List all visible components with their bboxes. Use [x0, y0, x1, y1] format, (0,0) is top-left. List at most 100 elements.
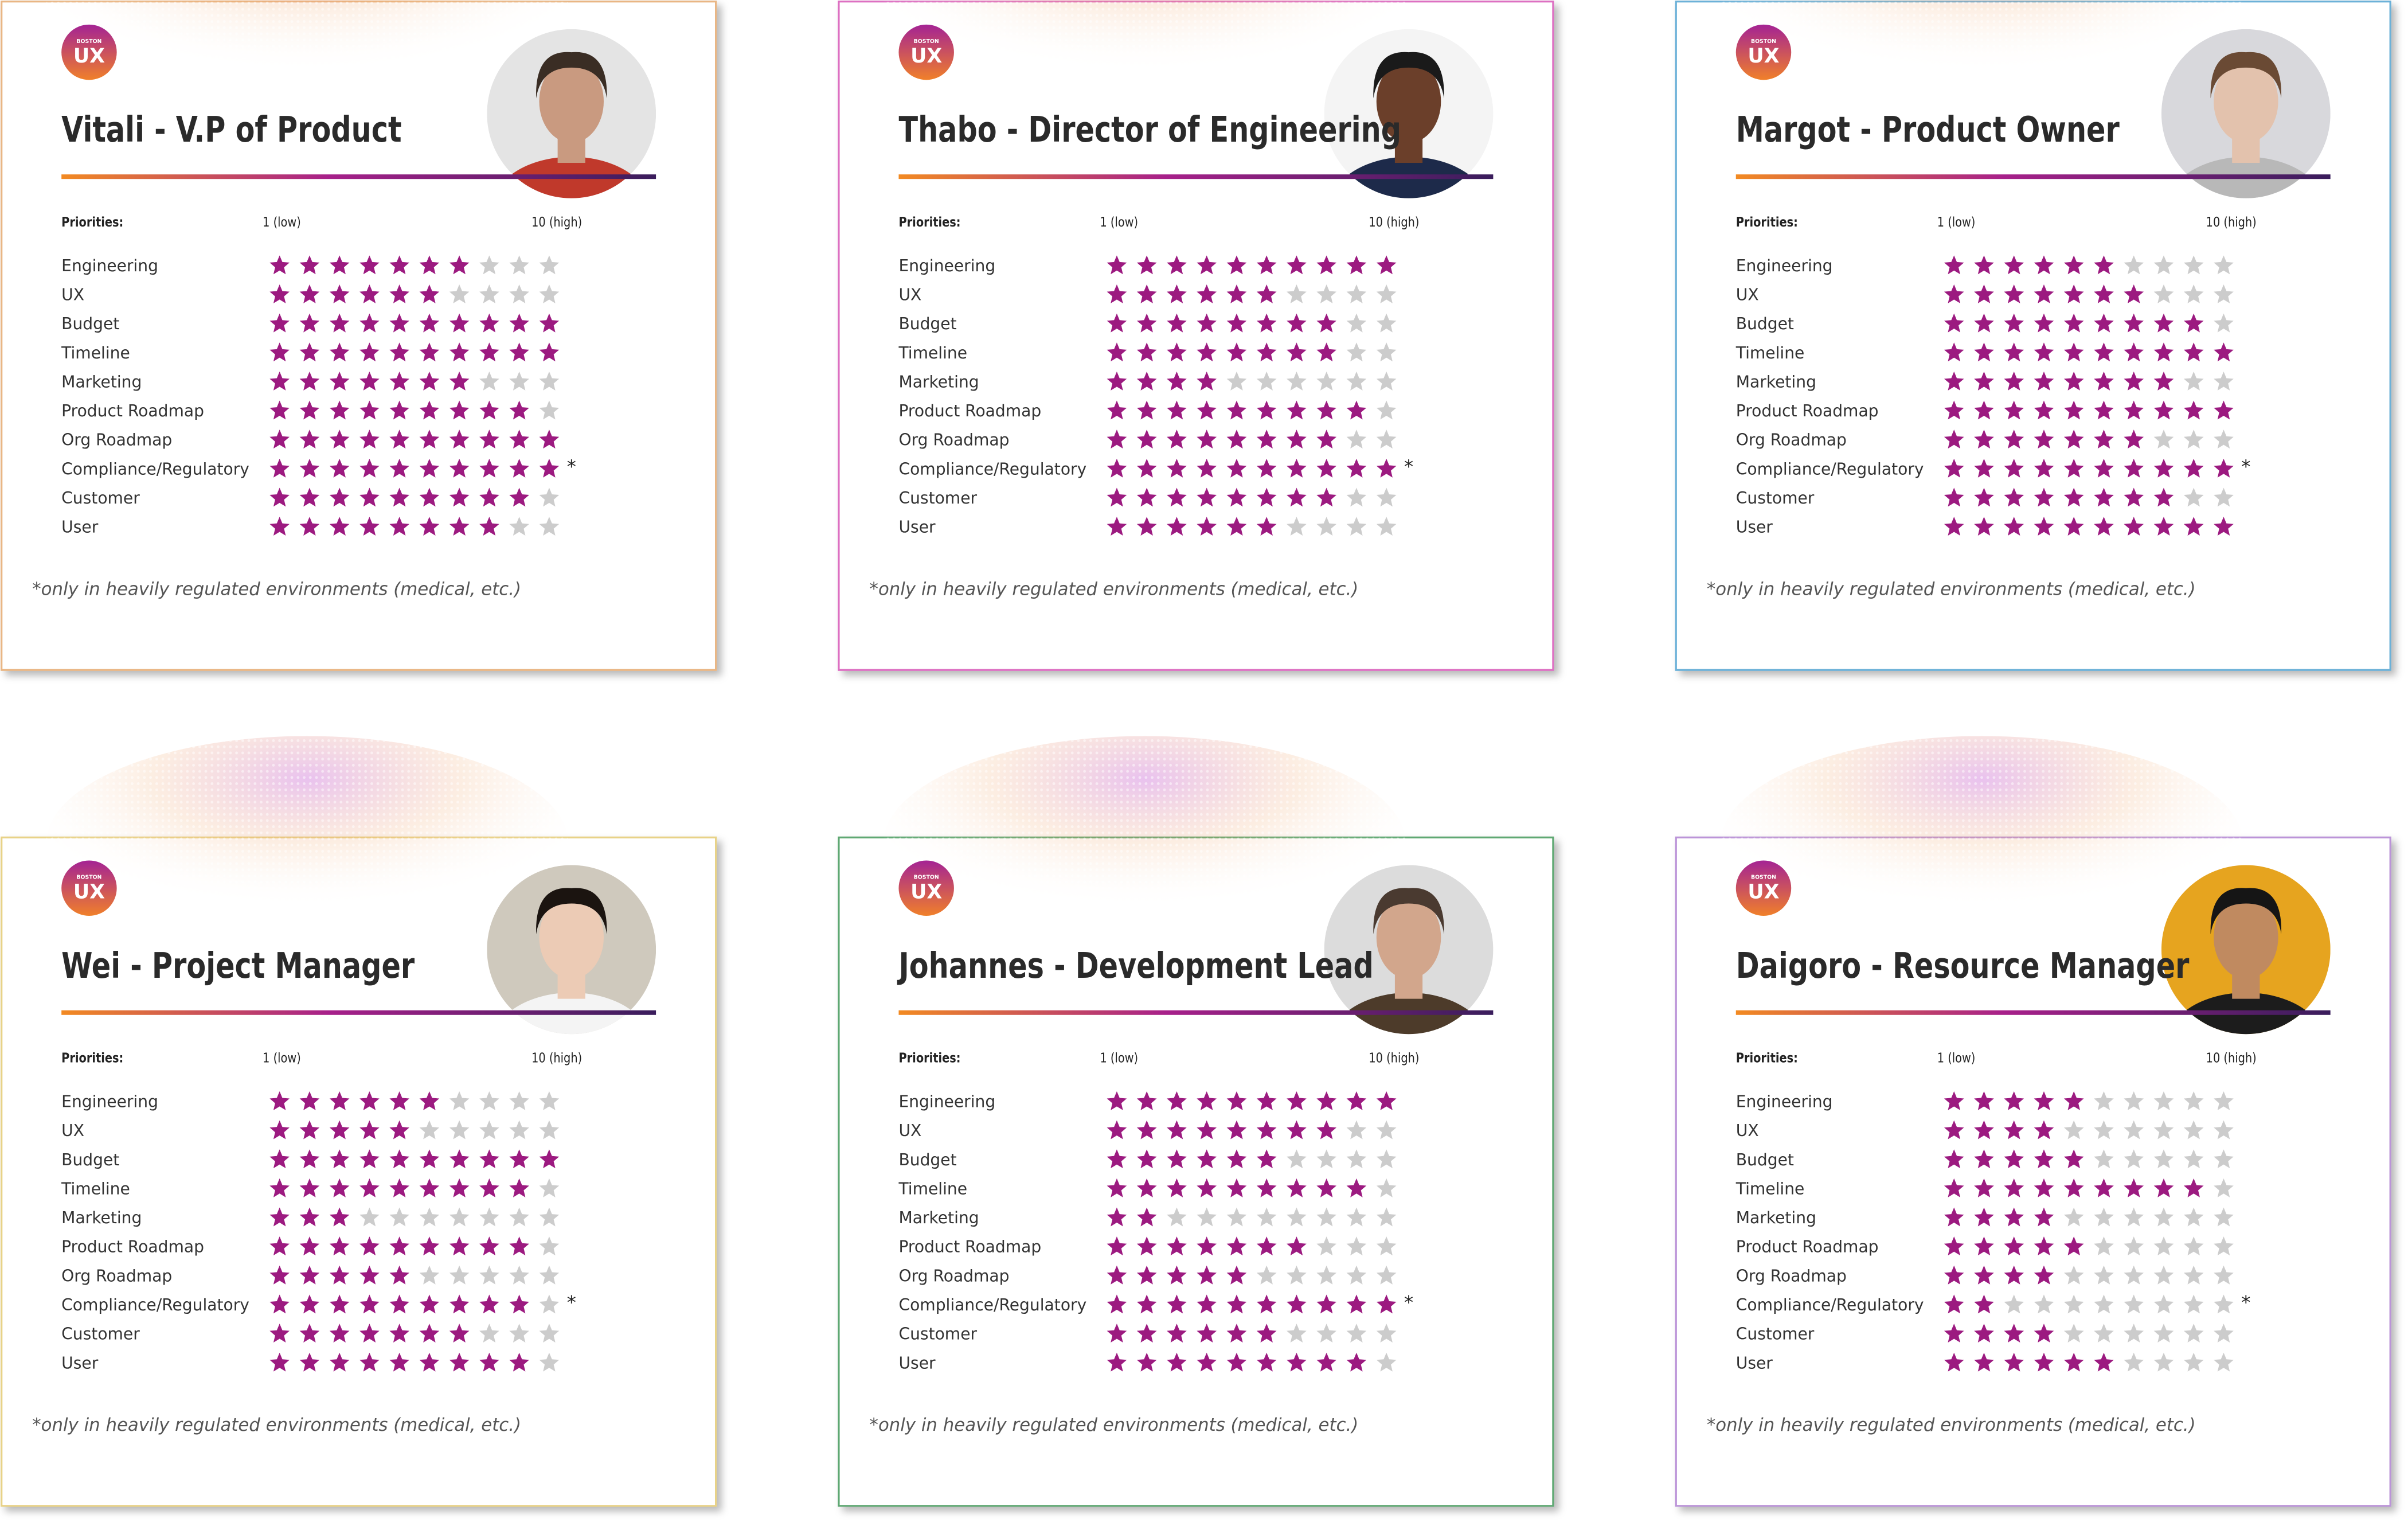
- star: [1287, 1091, 1307, 1110]
- star: [2183, 1265, 2204, 1285]
- star: [2214, 255, 2234, 275]
- star: [2153, 458, 2174, 478]
- star: [2063, 1265, 2084, 1285]
- star: [1346, 313, 1367, 333]
- priority-label: Engineering: [1736, 256, 1833, 275]
- star: [2183, 1352, 2204, 1372]
- star: [479, 1178, 499, 1197]
- star: [1287, 1324, 1307, 1343]
- star: [269, 430, 290, 449]
- star: [2094, 1236, 2114, 1256]
- row-note: *: [1404, 455, 1413, 477]
- star: [1256, 1294, 1277, 1314]
- priority-label: User: [898, 1353, 936, 1372]
- star-rating: [269, 1352, 560, 1372]
- star: [2094, 342, 2114, 362]
- star: [359, 1352, 380, 1372]
- star: [269, 1149, 290, 1169]
- star-rating: [1944, 430, 2234, 449]
- star: [509, 430, 529, 449]
- star: [509, 1324, 529, 1343]
- star: [1167, 1236, 1187, 1256]
- star: [2004, 371, 2024, 391]
- star: [2153, 284, 2174, 303]
- star: [539, 342, 560, 362]
- star-rating: [1107, 458, 1397, 478]
- star: [2153, 1207, 2174, 1227]
- star: [2124, 1120, 2144, 1139]
- star: [539, 458, 560, 478]
- star: [1974, 1149, 1994, 1169]
- star: [2124, 487, 2144, 507]
- star: [1316, 1236, 1337, 1256]
- star: [419, 1120, 440, 1139]
- star: [1346, 400, 1367, 420]
- star: [2183, 1294, 2204, 1314]
- star: [2183, 1178, 2204, 1197]
- star: [2094, 1265, 2114, 1285]
- star: [449, 1324, 470, 1343]
- star: [1376, 1265, 1397, 1285]
- star: [299, 1324, 320, 1343]
- star: [2214, 1207, 2234, 1227]
- star: [1316, 458, 1337, 478]
- star: [1287, 1178, 1307, 1197]
- star: [359, 430, 380, 449]
- star: [1107, 1178, 1127, 1197]
- star: [449, 342, 470, 362]
- star: [2124, 284, 2144, 303]
- star: [1226, 1207, 1247, 1227]
- star-rating: [1944, 371, 2234, 391]
- star: [1346, 430, 1367, 449]
- star-rating: [269, 1149, 560, 1169]
- star: [449, 1207, 470, 1227]
- star: [2063, 487, 2084, 507]
- star: [329, 1207, 350, 1227]
- star: [1287, 371, 1307, 391]
- priority-label: Compliance/Regulatory: [61, 459, 249, 478]
- star: [1974, 1265, 1994, 1285]
- priority-label: Compliance/Regulatory: [1736, 459, 1924, 478]
- star: [299, 1207, 320, 1227]
- star: [509, 487, 529, 507]
- star: [1974, 1120, 1994, 1139]
- card-title: Daigoro - Resource Manager: [1736, 945, 2190, 986]
- star: [2034, 430, 2054, 449]
- star: [1256, 1120, 1277, 1139]
- star: [359, 1149, 380, 1169]
- star: [1107, 400, 1127, 420]
- star: [1944, 342, 1964, 362]
- star: [359, 255, 380, 275]
- star: [2153, 342, 2174, 362]
- star: [1136, 1207, 1157, 1227]
- star: [2063, 1294, 2084, 1314]
- star: [1226, 1324, 1247, 1343]
- star: [1346, 1265, 1367, 1285]
- star: [1107, 342, 1127, 362]
- star: [419, 458, 440, 478]
- star: [1167, 313, 1187, 333]
- star-rating: [1944, 342, 2234, 362]
- star: [1136, 1294, 1157, 1314]
- star: [2004, 1352, 2024, 1372]
- star-rating: [1107, 1324, 1397, 1343]
- star: [269, 342, 290, 362]
- star-rating: [1944, 1091, 2234, 1110]
- star: [1167, 458, 1187, 478]
- scale-low: 1 (low): [1937, 1050, 1976, 1066]
- row-note: *: [2241, 1291, 2250, 1313]
- star: [1167, 255, 1187, 275]
- star: [2214, 1352, 2234, 1372]
- priority-label: Org Roadmap: [1736, 431, 1847, 450]
- star: [479, 1324, 499, 1343]
- star: [509, 1294, 529, 1314]
- star: [299, 1265, 320, 1285]
- star: [2124, 517, 2144, 536]
- priority-label: Timeline: [898, 344, 967, 362]
- star: [1226, 1352, 1247, 1372]
- card-title: Johannes - Development Lead: [897, 945, 1374, 986]
- star: [389, 1207, 409, 1227]
- star: [389, 1178, 409, 1197]
